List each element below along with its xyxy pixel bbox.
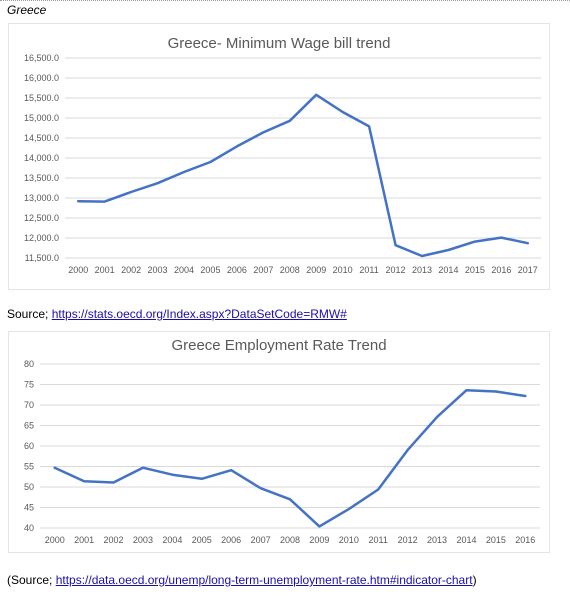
y-tick-label: 45	[24, 503, 34, 513]
x-tick-label: 2001	[95, 265, 115, 275]
x-tick-label: 2016	[491, 265, 511, 275]
y-tick-label: 60	[24, 441, 34, 451]
x-tick-label: 2013	[412, 265, 432, 275]
y-tick-label: 11,500.0	[25, 253, 59, 263]
x-tick-label: 2006	[227, 265, 247, 275]
minimum-wage-chart-svg: Greece- Minimum Wage bill trend 11,500.0…	[24, 35, 541, 275]
y-tick-label: 65	[24, 421, 34, 431]
x-tick-label: 2007	[251, 535, 271, 545]
x-tick-label: 2003	[133, 535, 153, 545]
y-tick-label: 16,500.0	[24, 53, 59, 63]
x-tick-label: 2009	[306, 265, 326, 275]
source-suffix: )	[472, 573, 477, 587]
x-tick-label: 2014	[438, 265, 458, 275]
x-tick-label: 2010	[333, 265, 353, 275]
x-tick-label: 2014	[456, 535, 476, 545]
y-tick-label: 13,500.0	[24, 173, 59, 183]
y-tick-label: 14,000.0	[24, 153, 59, 163]
x-tick-label: 2009	[309, 535, 329, 545]
x-tick-label: 2005	[192, 535, 212, 545]
x-tick-label: 2005	[200, 265, 220, 275]
y-tick-label: 80	[24, 359, 34, 369]
y-tick-label: 50	[24, 482, 34, 492]
employment-rate-chart: Greece Employment Rate Trend 40 45 50 55 60 6…	[8, 331, 550, 553]
chart-title: Greece- Minimum Wage bill trend	[168, 35, 391, 52]
x-tick-label: 2000	[68, 265, 88, 275]
series-line	[76, 93, 530, 258]
x-tick-label: 2017	[518, 265, 538, 275]
y-tick-label: 12,500.0	[24, 213, 59, 223]
x-tick-label: 2011	[359, 265, 378, 275]
x-tick-label: 2008	[280, 535, 300, 545]
source-prefix: Source;	[7, 307, 52, 321]
x-tick-label: 2006	[221, 535, 241, 545]
source-link-unemployment[interactable]: https://data.oecd.org/unemp/long-term-un…	[55, 573, 473, 587]
chart-title: Greece Employment Rate Trend	[171, 337, 386, 354]
top-divider	[0, 0, 570, 1]
x-tick-label: 2002	[104, 535, 124, 545]
x-tick-label: 2013	[427, 535, 447, 545]
y-tick-label: 12,000.0	[24, 233, 59, 243]
source-link-rmw[interactable]: https://stats.oecd.org/Index.aspx?DataSe…	[51, 307, 347, 321]
source-prefix: (Source;	[7, 573, 56, 587]
x-tick-label: 2001	[74, 535, 94, 545]
section-heading: Greece	[7, 3, 47, 17]
series-line	[53, 388, 527, 528]
x-tick-label: 2008	[280, 265, 300, 275]
y-tick-label: 75	[24, 380, 34, 390]
y-tick-label: 15,500.0	[24, 93, 59, 103]
x-tick-label: 2012	[386, 265, 406, 275]
x-tick-label: 2011	[369, 535, 388, 545]
y-tick-label: 55	[24, 462, 34, 472]
y-tick-label: 40	[24, 523, 34, 533]
y-tick-label: 14,500.0	[24, 133, 59, 143]
minimum-wage-chart: Greece- Minimum Wage bill trend 11,500.0…	[8, 23, 550, 290]
x-tick-label: 2007	[253, 265, 273, 275]
y-tick-label: 70	[24, 400, 34, 410]
x-tick-label: 2015	[465, 265, 485, 275]
x-tick-label: 2012	[398, 535, 418, 545]
employment-rate-chart-svg: Greece Employment Rate Trend 40 45 50 55 60 6…	[24, 337, 540, 545]
source-line-1: Source; https://stats.oecd.org/Index.asp…	[7, 307, 347, 321]
x-tick-label: 2010	[339, 535, 359, 545]
x-tick-label: 2016	[515, 535, 535, 545]
x-tick-label: 2015	[486, 535, 506, 545]
y-tick-label: 15,000.0	[24, 113, 59, 123]
x-tick-label: 2002	[121, 265, 141, 275]
y-tick-label: 16,000.0	[24, 73, 59, 83]
x-tick-label: 2004	[174, 265, 194, 275]
x-tick-label: 2000	[45, 535, 65, 545]
x-tick-label: 2004	[162, 535, 182, 545]
x-tick-label: 2003	[148, 265, 168, 275]
source-line-2: (Source; https://data.oecd.org/unemp/lon…	[7, 573, 477, 587]
y-tick-label: 13,000.0	[24, 193, 59, 203]
